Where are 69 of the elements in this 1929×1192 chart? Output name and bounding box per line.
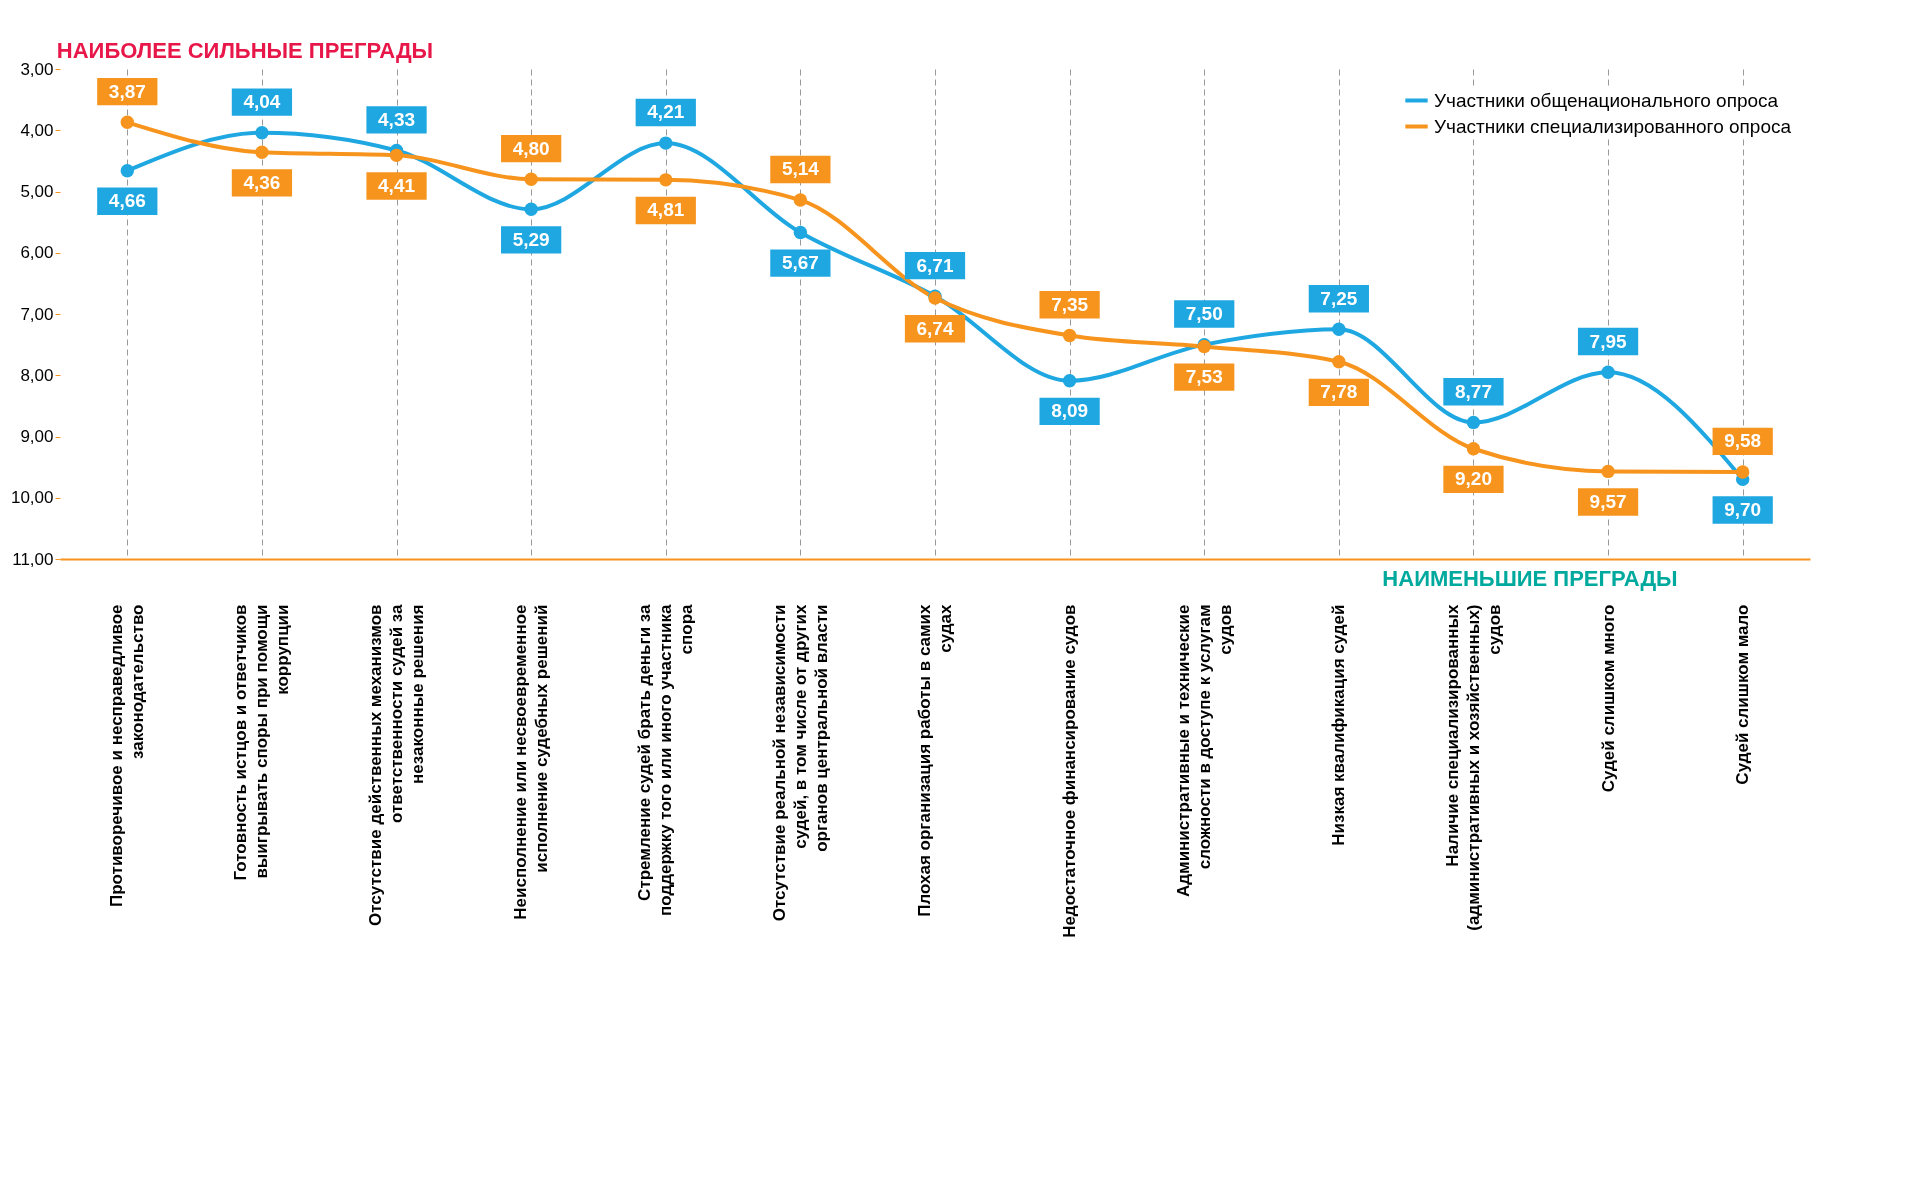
data-label: 6,71 (916, 254, 954, 276)
point (659, 173, 673, 187)
legend-label: Участники специализированного опроса (1434, 115, 1792, 137)
data-label: 4,41 (378, 174, 416, 196)
data-label: 8,09 (1051, 400, 1089, 422)
x-tick-label: Недостаточное финансирование судов (1060, 604, 1080, 938)
data-label: 4,21 (647, 101, 685, 123)
data-label: 7,25 (1320, 287, 1358, 309)
text: НАИМЕНЬШИЕ ПРЕГРАДЫ (1382, 566, 1678, 591)
point (1466, 415, 1481, 430)
point (389, 148, 404, 163)
y-tick-label: 5,00 (20, 182, 54, 201)
point (793, 193, 808, 207)
data-label: 9,20 (1454, 468, 1492, 490)
point (793, 225, 808, 240)
legend-label: Участники общенационального опроса (1434, 89, 1779, 111)
data-label: 5,14 (781, 158, 820, 180)
x-tick-label: Противоречивое и несправедливое законодательство (107, 604, 148, 907)
data-label: 4,66 (108, 190, 146, 212)
y-tick-label: 8,00 (20, 365, 54, 385)
data-label: 7,95 (1589, 330, 1627, 352)
data-label: 7,35 (1051, 293, 1089, 315)
x-tick-label: Судей слишком мало (1733, 604, 1753, 785)
y-tick-label: 3,00 (20, 59, 54, 79)
data-label: 8,77 (1454, 380, 1492, 402)
data-label: 7,78 (1320, 381, 1358, 403)
x-tick-label: Стремление судей брать деньги за поддержку того или иного участника спора (635, 603, 697, 917)
point (1466, 442, 1481, 456)
point (1601, 464, 1615, 479)
point (120, 163, 135, 178)
y-tick-label: 9,00 (20, 427, 54, 446)
point (1601, 365, 1615, 379)
data-label: 4,81 (647, 199, 685, 221)
data-label: 5,29 (512, 228, 550, 250)
point (1332, 355, 1346, 369)
x-tick-label: Низкая квалификация судей (1329, 604, 1349, 846)
data-label: 4,80 (512, 137, 550, 159)
point (120, 115, 135, 129)
data-label: 6,74 (916, 317, 954, 339)
point (524, 172, 538, 186)
data-label: 5,67 (781, 252, 819, 274)
data-label: 4,33 (378, 108, 416, 130)
data-label: 7,53 (1185, 366, 1223, 388)
point (1062, 374, 1077, 388)
point (1332, 322, 1346, 337)
y-tick-label: 7,00 (20, 304, 54, 324)
x-tick-label: Готовность истцов и ответчиков выигрывать споры при помощи коррупции (231, 604, 293, 881)
data-label: 3,87 (108, 80, 146, 102)
text: НАИБОЛЕЕ СИЛЬНЫЕ ПРЕГРАДЫ (56, 38, 434, 63)
x-tick-label: Судей слишком много (1598, 604, 1618, 793)
x-tick-label: Административные и технические сложности в доступе к услугам судов (1173, 604, 1235, 897)
data-label: 9,57 (1589, 491, 1627, 513)
data-label: 9,58 (1724, 430, 1762, 452)
point (659, 136, 673, 150)
y-tick-label: 6,00 (20, 243, 54, 263)
x-tick-label: Плохая организация работы в самих судах (915, 603, 955, 917)
x-tick-label: Наличие специализированных (административных и хозяйственных) судов (1442, 603, 1504, 931)
data-label: 9,70 (1724, 499, 1762, 520)
point (1735, 465, 1750, 479)
y-tick-label: 4,00 (20, 120, 54, 140)
y-tick-label: 11,00 (12, 549, 54, 569)
point (255, 126, 269, 140)
data-label: 7,50 (1185, 303, 1223, 324)
y-tick-label: 10,00 (10, 488, 54, 508)
data-label: 4,36 (243, 171, 281, 193)
point (255, 145, 269, 159)
point (524, 202, 538, 216)
point (1062, 328, 1077, 343)
data-label: 4,04 (243, 91, 281, 113)
